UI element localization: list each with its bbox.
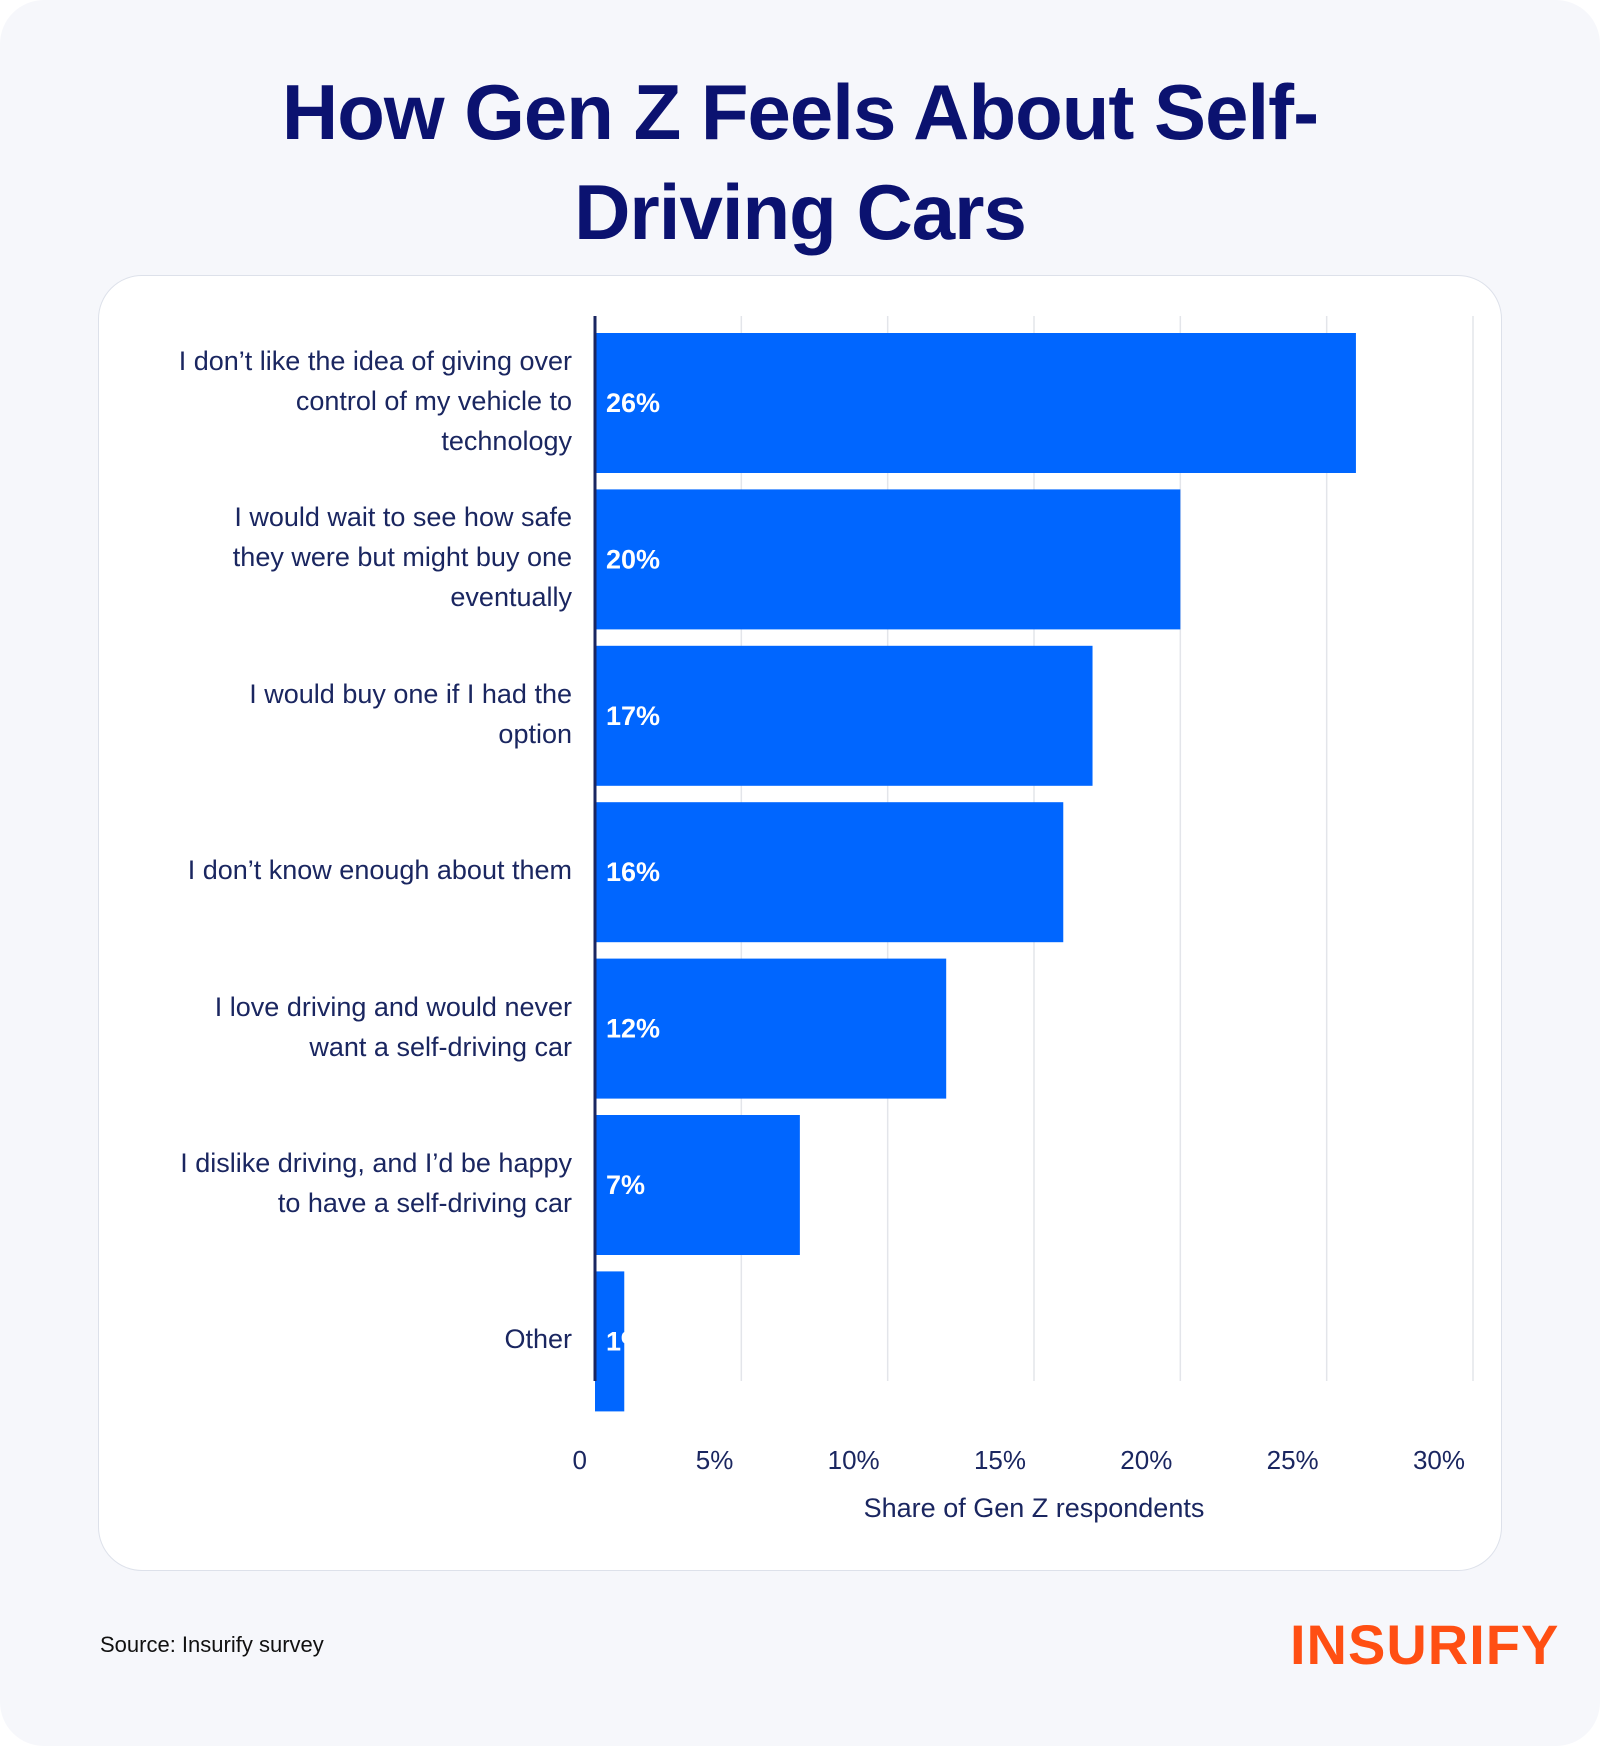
category-label-line: I don’t know enough about them [187,855,572,886]
x-tick-label: 20% [1120,1445,1172,1475]
bar [595,645,1093,786]
category-label-line: technology [441,426,572,456]
data-label: 16% [606,857,660,887]
category-label-line: Other [504,1324,572,1355]
page-title: How Gen Z Feels About Self- Driving Cars [0,62,1600,262]
category-label-line: I would wait to see how safe [234,502,572,533]
bar [595,958,947,1099]
x-tick-label: 5% [696,1445,734,1475]
x-axis-title: Share of Gen Z respondents [864,1493,1205,1523]
category-label-line: I love driving and would never [214,991,572,1022]
data-label: 7% [606,1170,645,1200]
category-label: I dislike driving, and I’d be happy to ha… [72,1143,572,1223]
title-line: How Gen Z Feels About Self- [281,68,1319,156]
category-label-line: want a self-driving car [309,1031,572,1062]
data-label: 12% [606,1014,660,1044]
category-label: I would buy one if I had the option [72,674,572,754]
insurify-logo: INSURIFY [1290,1613,1560,1676]
bar [595,333,1356,473]
category-label-line: I would buy one if I had the [249,678,572,709]
title-line: Driving Cars [574,168,1027,256]
category-label-line: I don’t like the idea of giving over [178,346,572,376]
data-label: 17% [606,701,660,731]
data-label: 20% [606,544,660,574]
data-label: 1% [606,1326,645,1356]
bar [595,802,1064,943]
bar [595,1271,625,1412]
bar [595,1115,800,1255]
x-tick-label: 15% [974,1445,1026,1475]
chart-card: 0 5% 10% 15% 20% 25% 30% 26% 20% 17% 16% 12% 7% 1% Sha… [98,275,1502,1571]
category-label: I don’t like the idea of giving over cont… [72,341,572,461]
category-label: Other [72,1319,572,1359]
bar [595,489,1181,630]
category-label: I love driving and would never want a sel… [72,987,572,1067]
x-tick-label: 25% [1267,1445,1319,1475]
category-label-line: they were but might buy one [232,542,572,573]
category-label-line: to have a self-driving car [277,1188,572,1218]
data-label: 26% [606,388,660,418]
category-label-line: option [498,718,572,749]
x-tick-label: 30% [1413,1445,1465,1475]
source-note: Source: Insurify survey [100,1632,324,1657]
category-label: I don’t know enough about them [72,850,572,890]
bar-chart: 0 5% 10% 15% 20% 25% 30% 26% 20% 17% 16% 12% 7% 1% Sha… [573,316,1474,1523]
category-label: I would wait to see how safe they were bu… [72,497,572,617]
category-label-line: control of my vehicle to [295,386,572,416]
x-tick-label: 0 [573,1445,587,1475]
category-label-line: I dislike driving, and I’d be happy [180,1148,572,1178]
x-tick-label: 10% [828,1445,880,1475]
category-label-line: eventually [450,582,572,613]
